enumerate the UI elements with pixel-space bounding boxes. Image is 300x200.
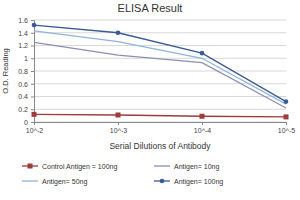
- legend-label: Control Antigen = 100ng: [42, 163, 117, 171]
- point: [200, 114, 205, 119]
- chart: ELISA Result 0 0.2 0.4 0.6 0.8 1 1.2 1.4 1.6 10^-2…: [0, 0, 300, 200]
- point: [32, 23, 37, 28]
- y-tick-label: 0.6: [18, 80, 28, 87]
- y-tick-label: 1.4: [18, 29, 28, 36]
- x-axis-title: Serial Dilutions of Antibody: [109, 141, 211, 151]
- x-tick: 10^-2: [26, 122, 43, 134]
- x-tick-label: 10^-5: [278, 127, 295, 134]
- y-tick-label: 0.4: [18, 93, 28, 100]
- point: [200, 51, 205, 56]
- x-tick: 10^-5: [278, 122, 295, 134]
- series-line: [34, 114, 286, 117]
- y-tick-mark: [31, 122, 34, 123]
- legend-marker: [160, 179, 165, 184]
- grid-line: [34, 32, 286, 33]
- series-line: [34, 25, 286, 102]
- legend-swatch: [22, 180, 38, 181]
- grid-line: [34, 71, 286, 72]
- y-tick-mark: [31, 58, 34, 59]
- grid-line: [34, 96, 286, 97]
- y-tick: 1.6: [18, 17, 34, 24]
- series-line: [34, 42, 286, 108]
- x-axis: 10^-2 10^-3 10^-4 10^-5: [26, 122, 295, 134]
- y-tick: 0.8: [18, 68, 34, 75]
- y-axis-line: [31, 21, 35, 123]
- y-tick: 1.2: [18, 42, 34, 49]
- title: ELISA Result: [118, 2, 183, 14]
- y-tick-label: 0.2: [18, 106, 28, 113]
- y-tick-label: 1.2: [18, 42, 28, 49]
- grid: [34, 20, 286, 122]
- x-tick-mark: [286, 122, 287, 125]
- x-tick-label: 10^-2: [26, 127, 43, 134]
- y-tick-label: 1: [24, 55, 28, 62]
- x-tick-mark: [202, 122, 203, 125]
- legend-swatch: [154, 165, 170, 166]
- y-tick-mark: [31, 71, 34, 72]
- grid-line: [34, 20, 286, 21]
- y-tick-mark: [31, 109, 34, 110]
- series-line: [34, 31, 286, 104]
- y-tick-label: 0: [24, 119, 28, 126]
- legend: Control Antigen = 100ng Antigen= 10ng Anti…: [22, 163, 223, 186]
- legend-item: Antigen= 100ng: [154, 178, 223, 186]
- point: [32, 112, 37, 117]
- y-axis-title: O.D. Reading: [1, 48, 10, 93]
- legend-label: Antigen= 50ng: [42, 178, 87, 186]
- point: [116, 112, 121, 117]
- y-tick-label: 1.6: [18, 17, 28, 24]
- y-axis: 0 0.2 0.4 0.6 0.8 1 1.2 1.4 1.6: [18, 17, 34, 126]
- y-tick-mark: [31, 84, 34, 85]
- y-tick: 0: [24, 119, 34, 126]
- y-tick: 0.6: [18, 80, 34, 87]
- y-tick-label: 0.8: [18, 68, 28, 75]
- y-tick-mark: [31, 97, 34, 98]
- grid-line: [34, 109, 286, 110]
- legend-marker: [28, 164, 33, 169]
- x-tick-label: 10^-4: [194, 127, 211, 134]
- plot-area: [32, 23, 289, 120]
- legend-item: Antigen= 50ng: [22, 178, 87, 186]
- point: [284, 114, 289, 119]
- legend-label: Antigen= 10ng: [174, 163, 219, 171]
- x-tick-label: 10^-3: [110, 127, 127, 134]
- x-axis-line: [35, 123, 287, 126]
- y-tick-mark: [31, 46, 34, 47]
- x-tick: 10^-3: [110, 122, 127, 134]
- grid-line: [34, 45, 286, 46]
- y-tick-mark: [31, 20, 34, 21]
- legend-label: Antigen= 100ng: [174, 178, 223, 186]
- y-tick: 0.4: [18, 93, 34, 100]
- legend-item: Control Antigen = 100ng: [22, 163, 117, 171]
- point: [116, 30, 121, 35]
- y-tick: 1.4: [18, 29, 34, 36]
- x-tick-mark: [118, 122, 119, 125]
- x-tick-mark: [34, 122, 35, 125]
- point: [284, 99, 289, 104]
- x-tick: 10^-4: [194, 122, 211, 134]
- y-tick-mark: [31, 33, 34, 34]
- y-tick: 1: [24, 55, 34, 62]
- legend-item: Antigen= 10ng: [154, 163, 219, 171]
